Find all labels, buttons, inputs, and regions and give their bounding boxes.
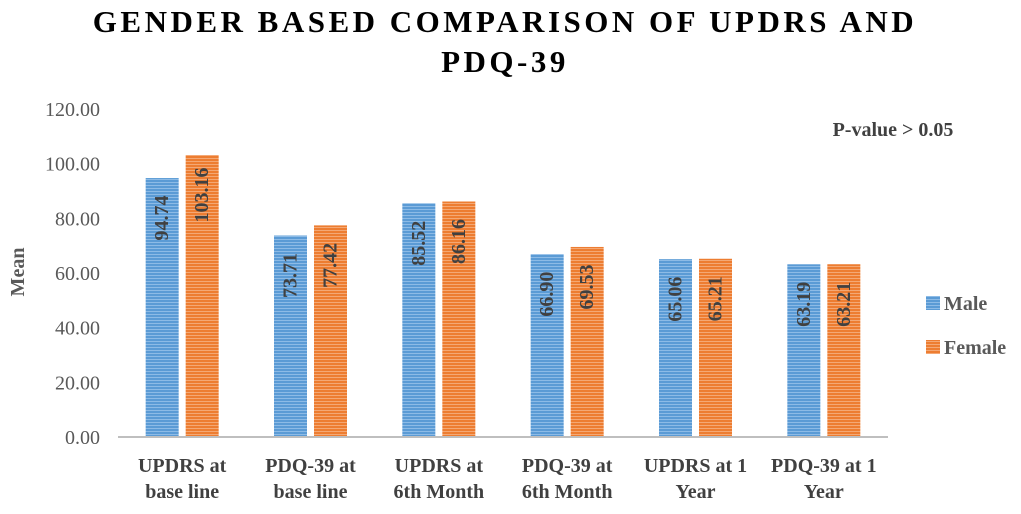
category-label-4-line-1: Year xyxy=(676,481,716,503)
bars xyxy=(145,155,861,437)
legend: Male Female xyxy=(926,293,1006,359)
data-label-male-5: 63.19 xyxy=(793,282,815,327)
y-tick-label: 0.00 xyxy=(65,427,100,449)
bar-male-5 xyxy=(787,264,821,437)
category-label-2-line-0: UPDRS at xyxy=(395,455,484,477)
category-label-5-line-0: PDQ-39 at 1 xyxy=(771,455,877,477)
y-axis-ticks: 0.00 20.00 40.00 60.00 80.00 100.00 120.00 xyxy=(45,99,100,449)
legend-swatch-male xyxy=(926,296,940,310)
category-label-0-line-0: UPDRS at xyxy=(138,455,227,477)
data-label-female-2: 86.16 xyxy=(448,219,470,264)
bar-female-3 xyxy=(570,246,604,437)
bar-female-2 xyxy=(442,201,476,437)
p-value-annotation: P-value > 0.05 xyxy=(833,119,954,141)
data-label-female-3: 69.53 xyxy=(576,264,598,309)
y-tick-label: 20.00 xyxy=(55,372,100,394)
data-label-male-0: 94.74 xyxy=(151,196,173,241)
bar-male-2 xyxy=(402,203,436,437)
data-label-female-4: 65.21 xyxy=(705,276,727,321)
bar-female-1 xyxy=(314,225,347,437)
y-axis-title: Mean xyxy=(7,248,29,297)
data-label-male-3: 66.90 xyxy=(536,272,558,317)
bar-female-4 xyxy=(699,258,732,437)
bar-female-0 xyxy=(185,155,219,437)
bar-male-4 xyxy=(659,259,692,437)
data-labels: 94.74 103.16 73.71 77.42 85.52 86.16 66.90 69.5… xyxy=(151,168,855,327)
category-label-1-line-1: base line xyxy=(274,481,348,503)
data-label-female-0: 103.16 xyxy=(191,168,213,223)
legend-label-male: Male xyxy=(944,293,987,315)
category-label-1-line-0: PDQ-39 at xyxy=(265,455,356,477)
y-tick-label: 40.00 xyxy=(55,318,100,340)
y-tick-label: 120.00 xyxy=(45,99,100,121)
y-tick-label: 60.00 xyxy=(55,263,100,285)
legend-swatch-female xyxy=(926,340,940,354)
data-label-male-4: 65.06 xyxy=(665,277,687,322)
bar-male-0 xyxy=(145,178,179,437)
bar-male-1 xyxy=(274,235,307,437)
data-label-female-1: 77.42 xyxy=(320,243,342,288)
data-label-male-1: 73.71 xyxy=(280,253,302,298)
chart-title-line-2: PDQ-39 xyxy=(441,44,569,79)
category-label-4-line-0: UPDRS at 1 xyxy=(644,455,747,477)
category-label-3-line-1: 6th Month xyxy=(522,481,613,503)
bar-male-3 xyxy=(530,254,564,437)
category-label-0-line-1: base line xyxy=(145,481,219,503)
category-label-3-line-0: PDQ-39 at xyxy=(522,455,613,477)
category-label-5-line-1: Year xyxy=(804,481,844,503)
data-label-male-2: 85.52 xyxy=(408,221,430,266)
legend-label-female: Female xyxy=(944,337,1006,359)
bar-female-5 xyxy=(827,264,861,437)
y-tick-label: 100.00 xyxy=(45,154,100,176)
y-tick-label: 80.00 xyxy=(55,208,100,230)
category-labels: UPDRS at base line PDQ-39 at base line UPDRS… xyxy=(138,455,877,503)
chart-title-line-1: GENDER BASED COMPARISON OF UPDRS AND xyxy=(93,4,917,39)
category-label-2-line-1: 6th Month xyxy=(394,481,485,503)
data-label-female-5: 63.21 xyxy=(833,282,855,327)
